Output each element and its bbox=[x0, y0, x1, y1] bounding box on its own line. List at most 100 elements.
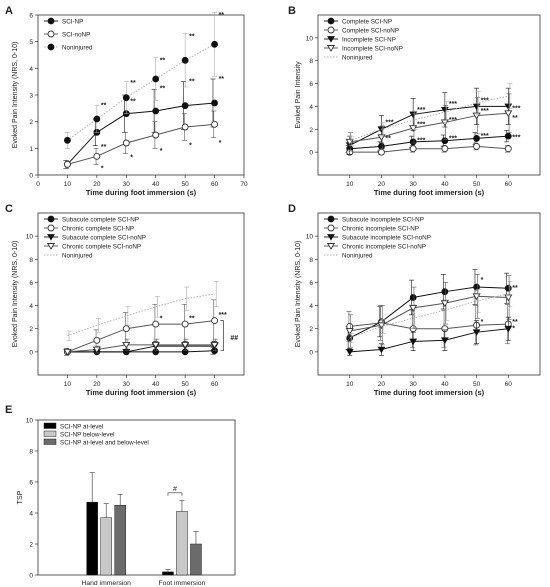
legend-marker bbox=[327, 234, 335, 241]
x-tick-label: 60 bbox=[211, 381, 219, 388]
y-tick-label: 4 bbox=[29, 511, 33, 518]
x-category-label: Hand immersion bbox=[81, 580, 131, 587]
significance-marker: *** bbox=[417, 138, 425, 145]
significance-marker: ** bbox=[101, 144, 107, 151]
data-point bbox=[122, 325, 130, 333]
series-line bbox=[349, 105, 509, 146]
legend-label: SCI-NP below-level bbox=[60, 431, 114, 438]
significance-marker: * bbox=[481, 319, 484, 326]
panel-label-d: D bbox=[288, 203, 296, 215]
significance-marker: * bbox=[130, 155, 133, 162]
data-point bbox=[504, 284, 512, 292]
significance-marker: ** bbox=[512, 285, 518, 292]
bar bbox=[114, 505, 126, 576]
significance-marker: * bbox=[512, 326, 515, 333]
y-tick-label: 2 bbox=[309, 127, 313, 134]
x-tick-label: 20 bbox=[93, 181, 101, 188]
series-line bbox=[349, 293, 509, 339]
series-line bbox=[67, 345, 215, 353]
data-point bbox=[345, 328, 354, 335]
legend-marker bbox=[47, 234, 55, 241]
y-tick-label: 10 bbox=[26, 418, 34, 425]
data-point bbox=[122, 94, 130, 102]
significance-marker: *** bbox=[449, 117, 457, 124]
plot-frame bbox=[37, 212, 245, 376]
significance-marker: *** bbox=[417, 107, 425, 114]
series-line bbox=[67, 344, 215, 353]
series-line bbox=[349, 322, 509, 330]
y-tick-label: 8 bbox=[309, 58, 313, 65]
y-tick-label: 8 bbox=[29, 257, 33, 264]
significance-marker: ** bbox=[130, 80, 136, 87]
plot-frame bbox=[317, 14, 541, 176]
y-tick-label: 0 bbox=[309, 349, 313, 356]
data-point bbox=[152, 75, 160, 83]
significance-marker: ** bbox=[130, 99, 136, 106]
legend-marker bbox=[327, 17, 335, 25]
data-point bbox=[472, 329, 481, 336]
series-line bbox=[349, 295, 509, 332]
legend-label: Noninjured bbox=[342, 54, 373, 61]
x-axis-label: Time during foot immersion (s) bbox=[374, 188, 485, 197]
x-tick-label: 30 bbox=[123, 181, 131, 188]
legend-label: Subacute incomplete SCI-noNP bbox=[342, 234, 431, 241]
legend-label: SCI-NP bbox=[62, 18, 83, 25]
y-tick-label: 2 bbox=[29, 326, 33, 333]
bar bbox=[162, 571, 174, 576]
significance-marker: *** bbox=[449, 101, 457, 108]
significance-marker: ** bbox=[512, 319, 518, 326]
x-tick-label: 60 bbox=[505, 381, 513, 388]
comparison-bracket bbox=[220, 320, 224, 352]
series-line bbox=[67, 320, 215, 353]
data-point bbox=[63, 348, 72, 356]
legend-marker bbox=[327, 224, 335, 232]
legend-marker bbox=[326, 45, 336, 52]
legend-label: Subacute complete SCI-noNP bbox=[62, 234, 146, 241]
plot-frame bbox=[37, 419, 236, 576]
data-point bbox=[181, 341, 190, 349]
legend-label: SCI-noNP bbox=[62, 31, 90, 38]
data-point bbox=[93, 115, 101, 123]
x-axis-label: Time during foot immersion (s) bbox=[86, 388, 197, 397]
legend-label: Chronic complete SCI-noNP bbox=[62, 243, 141, 250]
y-tick-label: 8 bbox=[309, 257, 313, 264]
legend-swatch bbox=[43, 422, 57, 429]
x-tick-label: 20 bbox=[378, 381, 386, 388]
legend-marker bbox=[47, 215, 55, 223]
y-axis-label: Evoked Pain Intensity (NRS, 0-10) bbox=[12, 42, 19, 149]
y-tick-label: 0 bbox=[29, 573, 33, 580]
significance-marker: * bbox=[101, 165, 104, 172]
significance-marker: * bbox=[481, 277, 484, 284]
x-category-label: Foot immersion bbox=[159, 580, 206, 587]
significance-marker: *** bbox=[512, 134, 520, 141]
y-axis-label: TSP bbox=[17, 490, 24, 504]
y-tick-label: 4 bbox=[29, 303, 33, 310]
significance-marker: * bbox=[160, 315, 163, 322]
series-line bbox=[349, 112, 509, 143]
series-line bbox=[67, 123, 215, 165]
legend-marker bbox=[327, 36, 335, 43]
legend-label: Noninjured bbox=[342, 252, 373, 259]
x-tick-label: 40 bbox=[152, 381, 160, 388]
x-tick-label: 60 bbox=[505, 181, 513, 188]
data-point bbox=[409, 111, 418, 119]
panel-label-e: E bbox=[5, 404, 12, 416]
y-tick-label: 6 bbox=[309, 81, 313, 88]
legend-label: SCI-NP at-level and below-level bbox=[60, 439, 149, 446]
data-point bbox=[152, 107, 160, 115]
y-tick-label: 0 bbox=[29, 173, 33, 180]
data-point bbox=[64, 136, 71, 144]
data-point bbox=[473, 142, 481, 150]
panel-label-b: B bbox=[288, 5, 296, 17]
series-line bbox=[349, 328, 509, 353]
significance-marker: ** bbox=[160, 85, 166, 92]
y-tick-label: 6 bbox=[29, 13, 33, 20]
x-tick-label: 10 bbox=[346, 381, 354, 388]
series-line bbox=[349, 145, 509, 153]
significance-marker: ** bbox=[219, 12, 225, 19]
data-point bbox=[93, 152, 101, 160]
significance-marker: *** bbox=[219, 312, 227, 319]
legend-label: Subacute complete SCI-NP bbox=[62, 216, 139, 223]
x-tick-label: 10 bbox=[64, 381, 72, 388]
legend-marker bbox=[327, 26, 335, 34]
